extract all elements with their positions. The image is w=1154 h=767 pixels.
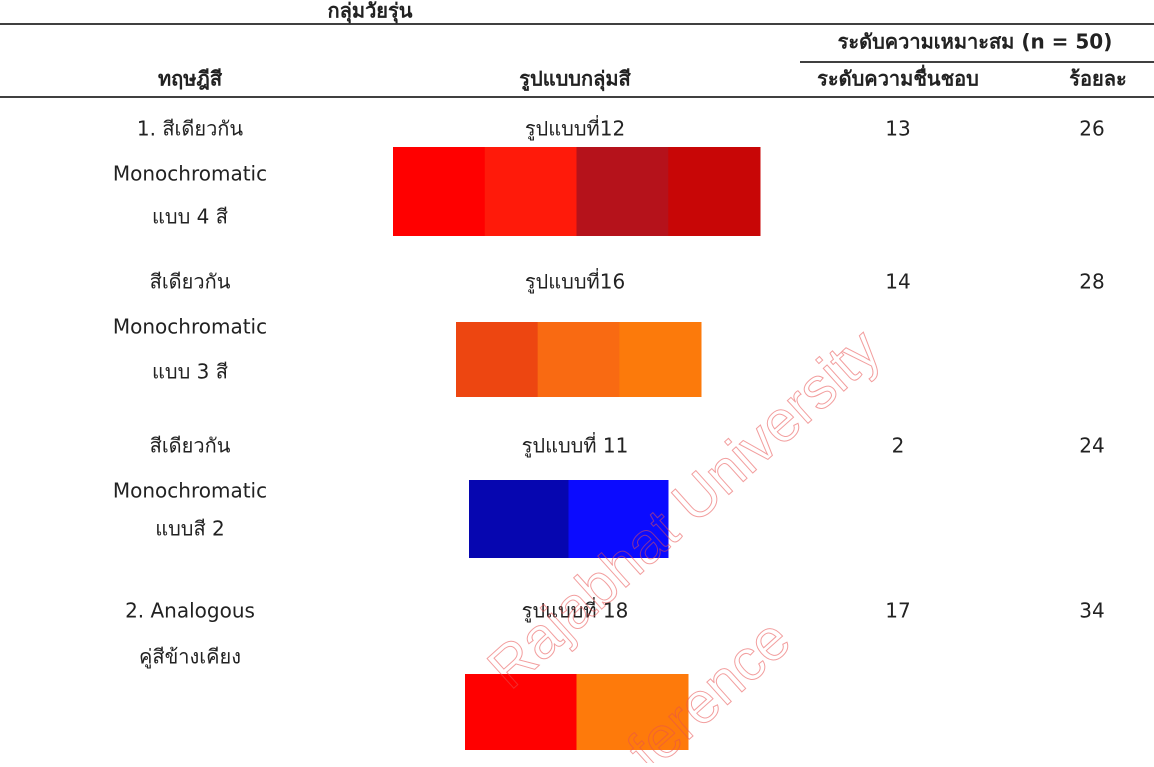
pattern-name: รูปแบบที่12	[525, 115, 625, 142]
theory-text: คู่สีข้างเคียง	[139, 645, 241, 670]
pattern-name: รูปแบบที่ 18	[522, 597, 629, 624]
liking-value: 14	[885, 270, 910, 294]
color-swatch	[537, 322, 620, 397]
liking-value: 2	[892, 434, 905, 458]
color-swatch	[469, 480, 569, 558]
color-swatch	[576, 147, 669, 236]
pattern-name: รูปแบบที่ 11	[522, 432, 629, 459]
color-swatch	[668, 147, 761, 236]
suitability-header: ระดับความเหมาะสม (n = 50)	[838, 30, 1113, 54]
theory-text: แบบ 3 สี	[152, 360, 228, 384]
color-swatch	[619, 322, 702, 397]
theory-text: Monochromatic	[113, 479, 267, 503]
theory-text: แบบสี 2	[155, 517, 225, 541]
percent-value: 28	[1079, 270, 1104, 294]
theory-text: สีเดียวกัน	[150, 270, 231, 294]
percent-value: 24	[1079, 434, 1104, 458]
theory-text: Monochromatic	[113, 162, 267, 186]
color-swatch	[393, 147, 486, 236]
column-header: รูปแบบกลุ่มสี	[519, 67, 631, 93]
theory-text: Monochromatic	[113, 315, 267, 339]
theory-text: สีเดียวกัน	[150, 434, 231, 458]
color-swatch	[484, 147, 577, 236]
theory-text: 1. สีเดียวกัน	[137, 117, 244, 141]
theory-text: แบบ 4 สี	[152, 205, 228, 229]
color-swatch	[576, 674, 689, 750]
theory-text: 2. Analogous	[125, 599, 255, 623]
percent-value: 34	[1079, 599, 1104, 623]
liking-value: 17	[885, 599, 910, 623]
column-header: ร้อยละ	[1069, 67, 1126, 91]
column-header: ระดับความชื่นชอบ	[817, 64, 979, 91]
color-swatch	[465, 674, 577, 750]
color-swatch	[568, 480, 669, 558]
column-header: ทฤษฎีสี	[158, 67, 223, 91]
percent-value: 26	[1079, 117, 1104, 141]
pattern-name: รูปแบบที่16	[525, 268, 625, 295]
group-header: กลุ่มวัยรุ่น	[328, 0, 413, 24]
liking-value: 13	[885, 117, 910, 141]
color-swatch	[456, 322, 539, 397]
